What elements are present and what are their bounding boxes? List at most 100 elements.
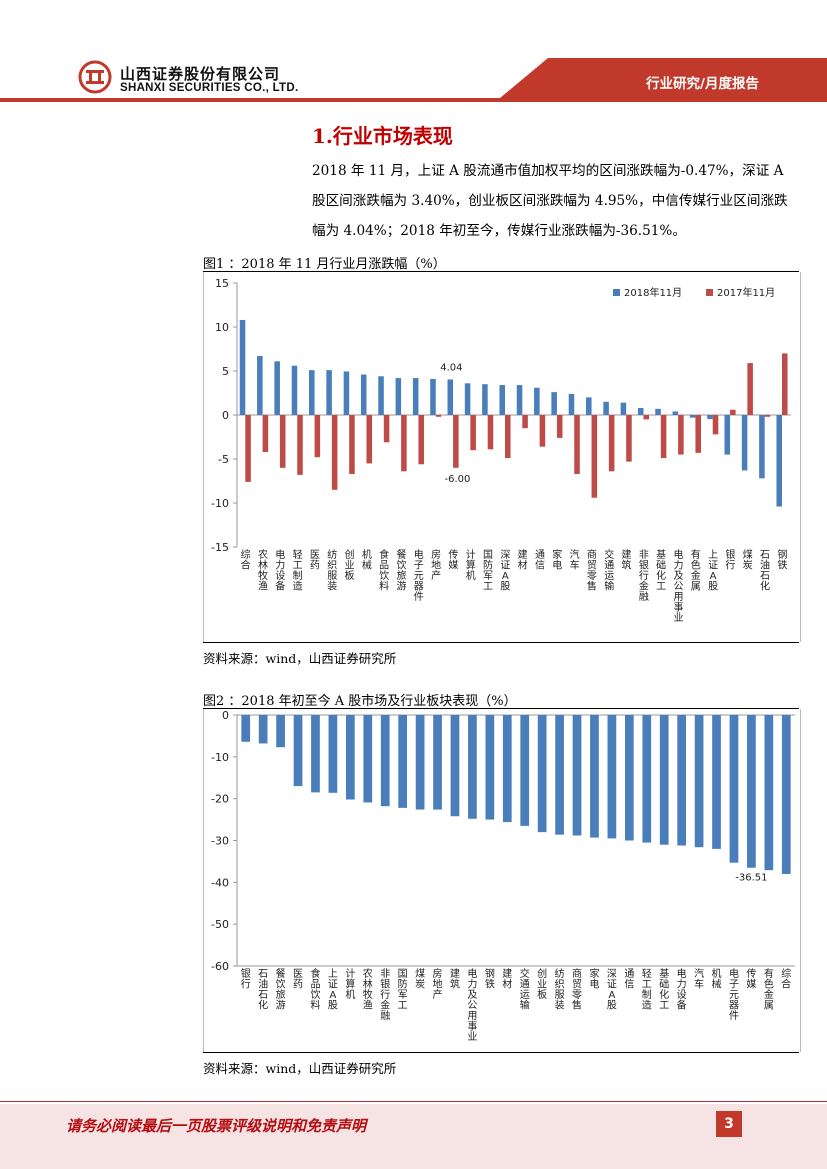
bar-2018	[360, 374, 367, 415]
bar	[293, 715, 303, 787]
bar-2018	[464, 383, 471, 415]
x-tick-label: 计算机	[345, 967, 355, 1001]
figure1-frame	[203, 272, 801, 642]
bar-2017	[453, 415, 459, 468]
bar	[276, 715, 285, 748]
bar-2018	[309, 370, 315, 415]
intro-paragraph: 2018 年 11 月，上证 A 股流通市值加权平均的区间涨跌幅为-0.47%，…	[312, 156, 798, 246]
x-tick-label: 农林牧渔	[258, 548, 268, 593]
bar-2017	[730, 409, 736, 415]
y-tick-label: -20	[211, 793, 229, 806]
bar-2018	[586, 397, 592, 415]
x-tick-label: 国防军工	[398, 968, 408, 1012]
bar-2017	[435, 415, 442, 417]
section-title: 1.行业市场表现	[312, 124, 453, 148]
bar-2018	[378, 376, 384, 415]
x-tick-label: 非银行金融	[380, 968, 390, 1022]
bar	[677, 715, 687, 846]
company-name-en: SHANXI SECURITIES CO., LTD.	[120, 82, 299, 94]
x-tick-label: 建材	[518, 548, 528, 572]
bar	[485, 715, 495, 820]
data-label: -36.51	[735, 873, 767, 884]
bar	[345, 715, 355, 800]
bar	[659, 715, 669, 845]
bar	[624, 715, 634, 841]
header-red-banner	[500, 58, 827, 98]
x-tick-label: 医药	[293, 968, 303, 991]
y-tick-label: -30	[211, 835, 229, 848]
bar	[311, 715, 320, 793]
x-tick-label: 建筑	[622, 548, 632, 572]
y-tick-label: 0	[222, 409, 229, 422]
x-tick-label: 通信	[624, 968, 634, 991]
x-tick-label: 机械	[362, 548, 372, 572]
bar	[590, 715, 599, 838]
x-tick-label: 电力设备	[677, 967, 687, 1012]
x-tick-label: 食品饮料	[379, 548, 389, 593]
x-tick-label: 建筑	[450, 967, 460, 991]
figure1-top-rule	[203, 271, 799, 272]
bar-2018	[689, 415, 696, 418]
bar	[398, 715, 408, 808]
x-tick-label: 上证 A 股	[328, 968, 338, 1012]
x-tick-label: 上证 A 股	[708, 549, 718, 593]
x-tick-label: 农林牧渔	[363, 967, 373, 1012]
bar-2017	[331, 415, 338, 490]
bar	[729, 715, 739, 863]
x-tick-label: 深证 A 股	[500, 549, 510, 593]
x-tick-label: 石油石化	[258, 969, 268, 1012]
bar	[415, 715, 425, 810]
bar	[502, 715, 512, 823]
bar-2018	[412, 378, 419, 415]
bar-2017	[626, 415, 632, 462]
x-tick-label: 有色金属	[764, 967, 774, 1012]
x-tick-label: 创业板	[345, 548, 355, 582]
bar-2018	[430, 378, 436, 415]
bar-2018	[672, 411, 679, 415]
company-name-cn: 山西证券股份有限公司	[120, 65, 281, 83]
x-tick-label: 传媒	[448, 549, 458, 572]
page-number: 3	[716, 1111, 742, 1137]
x-tick-label: 综合	[781, 967, 791, 991]
bar-2018	[637, 407, 644, 415]
bar-2017	[487, 415, 494, 450]
bar-2018	[274, 361, 280, 415]
y-tick-label: 10	[215, 321, 229, 334]
company-logo-icon	[78, 60, 112, 94]
x-tick-label: 煤炭	[743, 548, 753, 572]
bar	[241, 715, 251, 742]
header-band	[0, 58, 827, 102]
bar-2017	[556, 415, 563, 438]
bar-2018	[724, 415, 731, 455]
bar-2017	[591, 415, 598, 498]
data-label: 4.04	[440, 362, 462, 373]
bar	[607, 715, 617, 839]
x-tick-label: 纺织服装	[327, 548, 337, 593]
x-tick-label: 计算机	[466, 548, 476, 582]
legend-swatch-2017	[706, 289, 713, 296]
bar-2018	[447, 379, 454, 415]
x-tick-label: 家电	[589, 967, 599, 991]
legend-label-2017: 2017年11月	[717, 286, 775, 299]
header-red-rule	[0, 98, 827, 102]
x-tick-label: 交通运输	[520, 967, 530, 1012]
figure2-bottom-rule	[203, 1052, 799, 1053]
x-tick-label: 银行	[725, 548, 735, 572]
bar-2018	[759, 415, 765, 479]
bar-2018	[343, 371, 350, 415]
bar	[520, 715, 530, 826]
figure2-frame	[203, 709, 801, 1052]
bar	[537, 715, 547, 833]
bar-2017	[349, 415, 355, 474]
x-tick-label: 综合	[241, 548, 251, 572]
figure1-bottom-rule	[203, 642, 799, 643]
footer-band	[0, 1104, 827, 1169]
bar	[694, 715, 704, 848]
x-tick-label: 石油石化	[760, 550, 770, 593]
bar-2017	[539, 415, 546, 447]
legend-swatch-2018	[613, 289, 620, 296]
x-tick-label: 有色金属	[691, 548, 701, 593]
x-tick-label: 电力及公用事业	[673, 548, 683, 624]
x-tick-label: 创业板	[537, 967, 547, 1001]
x-tick-label: 商贸零售	[572, 967, 582, 1012]
